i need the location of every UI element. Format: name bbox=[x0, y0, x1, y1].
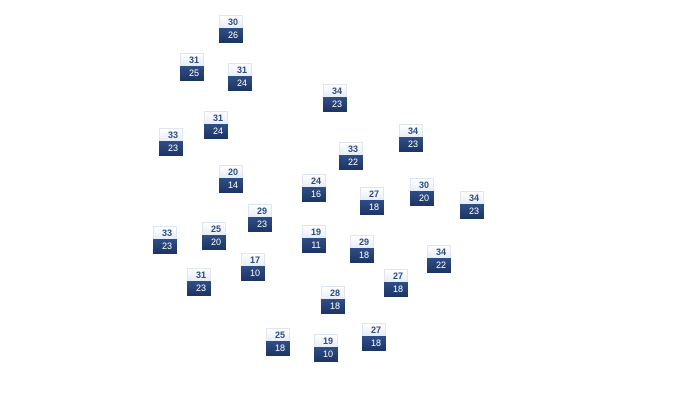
low-temperature: 23 bbox=[159, 141, 183, 156]
high-temperature: 25 bbox=[266, 328, 290, 341]
temperature-marker[interactable]: 19 11 bbox=[302, 225, 326, 253]
high-temperature: 25 bbox=[202, 222, 226, 235]
high-temperature: 34 bbox=[460, 191, 484, 204]
high-temperature: 27 bbox=[362, 323, 386, 336]
temperature-marker[interactable]: 33 22 bbox=[339, 142, 363, 170]
temperature-marker[interactable]: 20 14 bbox=[219, 165, 243, 193]
low-temperature: 23 bbox=[187, 281, 211, 296]
low-temperature: 18 bbox=[350, 248, 374, 263]
high-temperature: 34 bbox=[399, 124, 423, 137]
high-temperature: 33 bbox=[153, 226, 177, 239]
temperature-marker[interactable]: 17 10 bbox=[241, 253, 265, 281]
high-temperature: 24 bbox=[302, 174, 326, 187]
temperature-marker[interactable]: 31 24 bbox=[228, 63, 252, 91]
low-temperature: 11 bbox=[302, 238, 326, 253]
temperature-marker[interactable]: 33 23 bbox=[153, 226, 177, 254]
temperature-marker[interactable]: 19 10 bbox=[314, 334, 338, 362]
high-temperature: 27 bbox=[384, 269, 408, 282]
high-temperature: 20 bbox=[219, 165, 243, 178]
low-temperature: 23 bbox=[248, 217, 272, 232]
low-temperature: 23 bbox=[323, 97, 347, 112]
low-temperature: 18 bbox=[266, 341, 290, 356]
high-temperature: 34 bbox=[427, 245, 451, 258]
low-temperature: 25 bbox=[180, 66, 204, 81]
high-temperature: 19 bbox=[314, 334, 338, 347]
temperature-marker[interactable]: 29 18 bbox=[350, 235, 374, 263]
temperature-marker[interactable]: 31 25 bbox=[180, 53, 204, 81]
low-temperature: 26 bbox=[219, 28, 243, 43]
low-temperature: 18 bbox=[362, 336, 386, 351]
high-temperature: 30 bbox=[219, 15, 243, 28]
temperature-marker[interactable]: 34 23 bbox=[460, 191, 484, 219]
low-temperature: 24 bbox=[204, 124, 228, 139]
high-temperature: 31 bbox=[204, 111, 228, 124]
temperature-marker[interactable]: 30 20 bbox=[410, 178, 434, 206]
high-temperature: 30 bbox=[410, 178, 434, 191]
temperature-marker[interactable]: 27 18 bbox=[360, 187, 384, 215]
temperature-marker[interactable]: 33 23 bbox=[159, 128, 183, 156]
temperature-marker[interactable]: 28 18 bbox=[321, 286, 345, 314]
low-temperature: 23 bbox=[460, 204, 484, 219]
low-temperature: 10 bbox=[314, 347, 338, 362]
high-temperature: 17 bbox=[241, 253, 265, 266]
low-temperature: 23 bbox=[399, 137, 423, 152]
high-temperature: 34 bbox=[323, 84, 347, 97]
high-temperature: 29 bbox=[248, 204, 272, 217]
temperature-marker[interactable]: 34 22 bbox=[427, 245, 451, 273]
low-temperature: 24 bbox=[228, 76, 252, 91]
high-temperature: 31 bbox=[187, 268, 211, 281]
temperature-marker[interactable]: 27 18 bbox=[362, 323, 386, 351]
temperature-marker[interactable]: 31 24 bbox=[204, 111, 228, 139]
low-temperature: 20 bbox=[410, 191, 434, 206]
low-temperature: 22 bbox=[427, 258, 451, 273]
high-temperature: 33 bbox=[339, 142, 363, 155]
temperature-marker[interactable]: 25 18 bbox=[266, 328, 290, 356]
low-temperature: 14 bbox=[219, 178, 243, 193]
low-temperature: 23 bbox=[153, 239, 177, 254]
low-temperature: 18 bbox=[360, 200, 384, 215]
temperature-marker[interactable]: 29 23 bbox=[248, 204, 272, 232]
temperature-marker[interactable]: 27 18 bbox=[384, 269, 408, 297]
low-temperature: 22 bbox=[339, 155, 363, 170]
temperature-marker[interactable]: 25 20 bbox=[202, 222, 226, 250]
temperature-marker[interactable]: 31 23 bbox=[187, 268, 211, 296]
low-temperature: 18 bbox=[384, 282, 408, 297]
low-temperature: 18 bbox=[321, 299, 345, 314]
high-temperature: 31 bbox=[228, 63, 252, 76]
temperature-marker[interactable]: 24 16 bbox=[302, 174, 326, 202]
temperature-marker[interactable]: 30 26 bbox=[219, 15, 243, 43]
high-temperature: 33 bbox=[159, 128, 183, 141]
low-temperature: 16 bbox=[302, 187, 326, 202]
temperature-marker[interactable]: 34 23 bbox=[399, 124, 423, 152]
high-temperature: 19 bbox=[302, 225, 326, 238]
high-temperature: 29 bbox=[350, 235, 374, 248]
temperature-marker[interactable]: 34 23 bbox=[323, 84, 347, 112]
low-temperature: 10 bbox=[241, 266, 265, 281]
low-temperature: 20 bbox=[202, 235, 226, 250]
high-temperature: 31 bbox=[180, 53, 204, 66]
high-temperature: 28 bbox=[321, 286, 345, 299]
high-temperature: 27 bbox=[360, 187, 384, 200]
